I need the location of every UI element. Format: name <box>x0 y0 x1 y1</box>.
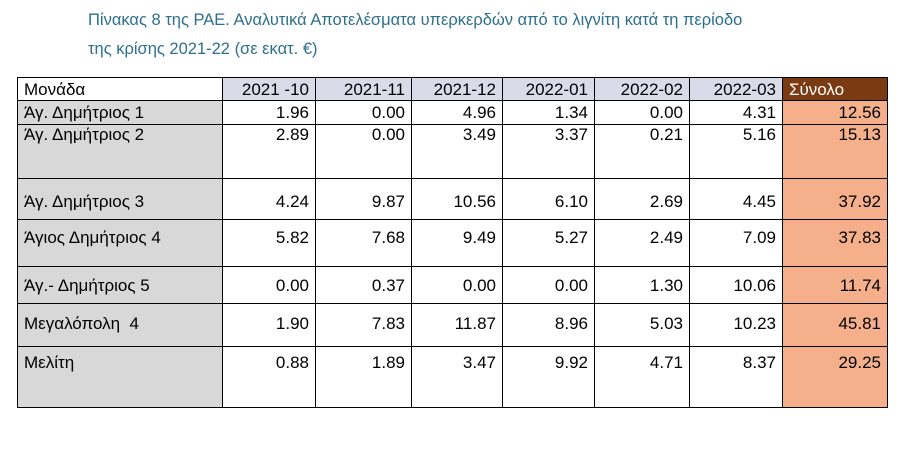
column-header-month: 2022-02 <box>594 77 690 101</box>
value-cell: 7.09 <box>689 219 783 267</box>
value-cell: 4.24 <box>222 178 316 220</box>
value-cell: 4.31 <box>689 100 783 125</box>
value-cell: 0.00 <box>315 124 412 179</box>
value-cell: 4.45 <box>689 178 783 220</box>
column-header-month: 2021 -10 <box>222 77 316 101</box>
value-cell: 1.34 <box>502 100 595 125</box>
value-cell: 0.00 <box>315 100 412 125</box>
value-cell: 3.47 <box>411 346 503 408</box>
caption-line-2: της κρίσης 2021-22 (σε εκατ. €) <box>88 40 318 58</box>
table-row: Άγιος Δημήτριος 4 5.82 7.68 9.49 5.27 2.… <box>17 219 888 267</box>
value-cell: 5.16 <box>689 124 783 179</box>
value-cell: 0.00 <box>411 266 503 304</box>
value-cell: 1.30 <box>594 266 690 304</box>
value-cell: 1.96 <box>222 100 316 125</box>
table-row: Άγ. Δημήτριος 2 2.89 0.00 3.49 3.37 0.21… <box>17 124 888 179</box>
unit-cell: Μελίτη <box>17 346 223 408</box>
value-cell: 6.10 <box>502 178 595 220</box>
value-cell: 7.83 <box>315 303 412 347</box>
column-header-month: 2022-01 <box>502 77 595 101</box>
total-cell: 37.92 <box>782 178 888 220</box>
table-row: Μεγαλόπολη 4 1.90 7.83 11.87 8.96 5.03 1… <box>17 303 888 347</box>
column-header-unit: Μονάδα <box>17 77 223 101</box>
value-cell: 5.82 <box>222 219 316 267</box>
value-cell: 8.96 <box>502 303 595 347</box>
value-cell: 2.89 <box>222 124 316 179</box>
value-cell: 4.96 <box>411 100 503 125</box>
unit-cell: Άγ. Δημήτριος 1 <box>17 100 223 125</box>
value-cell: 10.56 <box>411 178 503 220</box>
value-cell: 1.90 <box>222 303 316 347</box>
value-cell: 5.27 <box>502 219 595 267</box>
value-cell: 11.87 <box>411 303 503 347</box>
value-cell: 9.49 <box>411 219 503 267</box>
caption-line-1: Πίνακας 8 της ΡΑΕ. Αναλυτικά Αποτελέσματ… <box>88 11 743 29</box>
table-row: Μελίτη 0.88 1.89 3.47 9.92 4.71 8.37 29.… <box>17 346 888 408</box>
value-cell: 0.37 <box>315 266 412 304</box>
column-header-month: 2021-12 <box>411 77 503 101</box>
column-header-month: 2021-11 <box>315 77 412 101</box>
value-cell: 8.37 <box>689 346 783 408</box>
value-cell: 9.87 <box>315 178 412 220</box>
value-cell: 7.68 <box>315 219 412 267</box>
value-cell: 10.06 <box>689 266 783 304</box>
value-cell: 3.49 <box>411 124 503 179</box>
profits-table: Μονάδα 2021 -10 2021-11 2021-12 2022-01 … <box>17 77 888 408</box>
total-cell: 12.56 <box>782 100 888 125</box>
total-cell: 29.25 <box>782 346 888 408</box>
unit-cell: Άγ.- Δημήτριος 5 <box>17 266 223 304</box>
unit-cell: Άγιος Δημήτριος 4 <box>17 219 223 267</box>
value-cell: 0.00 <box>502 266 595 304</box>
column-header-total: Σύνολο <box>782 77 888 101</box>
value-cell: 1.89 <box>315 346 412 408</box>
table-row: Άγ.- Δημήτριος 5 0.00 0.37 0.00 0.00 1.3… <box>17 266 888 304</box>
value-cell: 4.71 <box>594 346 690 408</box>
value-cell: 3.37 <box>502 124 595 179</box>
value-cell: 0.88 <box>222 346 316 408</box>
total-cell: 15.13 <box>782 124 888 179</box>
total-cell: 37.83 <box>782 219 888 267</box>
value-cell: 2.49 <box>594 219 690 267</box>
value-cell: 10.23 <box>689 303 783 347</box>
column-header-month: 2022-03 <box>689 77 783 101</box>
unit-cell: Άγ. Δημήτριος 3 <box>17 178 223 220</box>
value-cell: 0.21 <box>594 124 690 179</box>
table-row: Άγ. Δημήτριος 3 4.24 9.87 10.56 6.10 2.6… <box>17 178 888 220</box>
table-header-row: Μονάδα 2021 -10 2021-11 2021-12 2022-01 … <box>17 77 888 101</box>
table-row: Άγ. Δημήτριος 1 1.96 0.00 4.96 1.34 0.00… <box>17 100 888 125</box>
total-cell: 45.81 <box>782 303 888 347</box>
unit-cell: Άγ. Δημήτριος 2 <box>17 124 223 179</box>
table-caption: Πίνακας 8 της ΡΑΕ. Αναλυτικά Αποτελέσματ… <box>88 6 908 64</box>
total-cell: 11.74 <box>782 266 888 304</box>
value-cell: 0.00 <box>594 100 690 125</box>
value-cell: 0.00 <box>222 266 316 304</box>
value-cell: 9.92 <box>502 346 595 408</box>
unit-cell: Μεγαλόπολη 4 <box>17 303 223 347</box>
value-cell: 2.69 <box>594 178 690 220</box>
value-cell: 5.03 <box>594 303 690 347</box>
